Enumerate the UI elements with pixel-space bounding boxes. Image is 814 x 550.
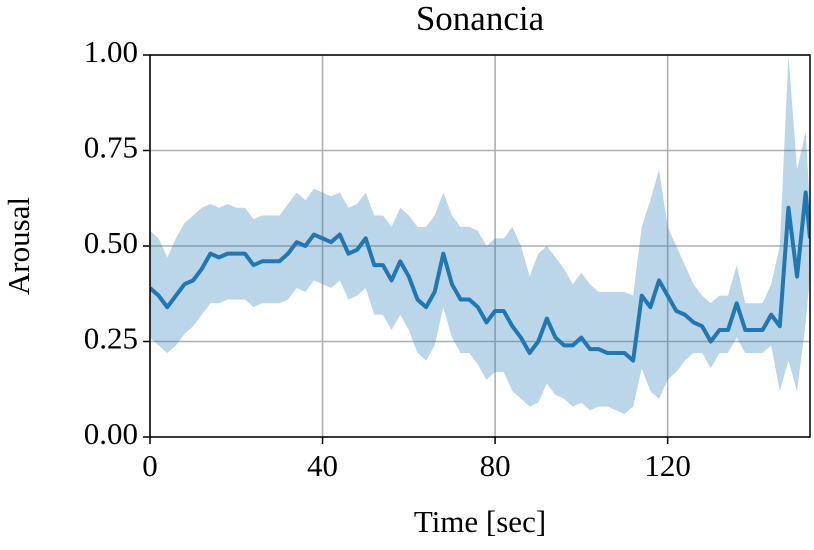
y-tick-label: 0.00	[84, 416, 138, 451]
x-tick-label: 0	[142, 448, 158, 483]
x-tick-label: 120	[644, 448, 691, 483]
x-tick-label: 80	[480, 448, 511, 483]
plot-area	[150, 55, 810, 415]
mean-line	[150, 190, 810, 363]
x-axis-label: Time [sec]	[414, 504, 546, 539]
confidence-band	[150, 55, 810, 415]
y-tick-label: 0.75	[84, 130, 138, 165]
y-tick-label: 1.00	[84, 34, 138, 69]
x-tick-label: 40	[307, 448, 338, 483]
y-tick-label: 0.25	[84, 321, 138, 356]
y-axis-label: Arousal	[1, 197, 36, 295]
plot-frame	[149, 54, 811, 438]
chart-title: Sonancia	[416, 0, 545, 38]
y-tick-label: 0.50	[84, 225, 138, 260]
